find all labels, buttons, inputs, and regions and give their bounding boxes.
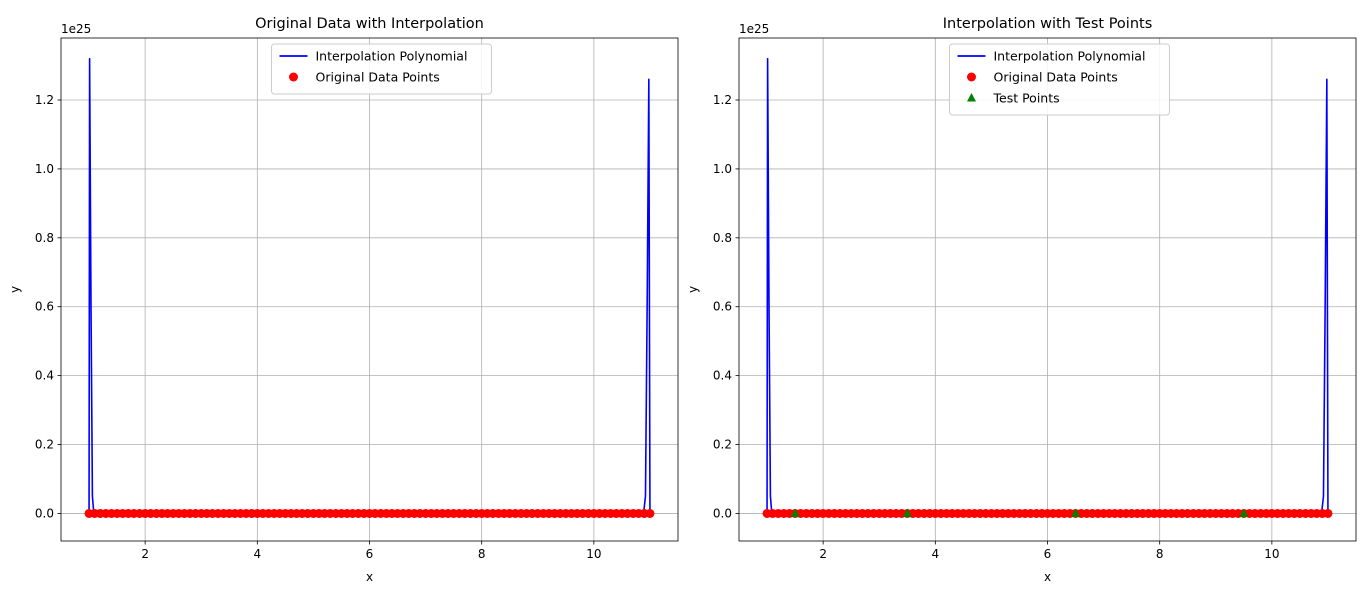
y-offset-label: 1e25 (61, 22, 91, 36)
x-tick-label: 2 (819, 547, 827, 561)
test-point (1239, 508, 1249, 517)
y-tick-label: 1.0 (35, 162, 54, 176)
y-tick-label: 0.4 (713, 369, 732, 383)
legend-circle-swatch (967, 72, 976, 82)
legend-circle-swatch (289, 72, 298, 82)
y-tick-label: 0.8 (35, 231, 54, 245)
y-axis-label: y (8, 286, 22, 293)
plot-area (84, 57, 655, 518)
y-tick-label: 0.2 (35, 438, 54, 452)
x-tick-label: 8 (478, 547, 486, 561)
x-tick-label: 4 (253, 547, 261, 561)
legend-box (949, 43, 1170, 116)
x-tick-label: 6 (1044, 547, 1052, 561)
y-axis-label: y (686, 286, 700, 293)
y-offset-label: 1e25 (739, 22, 769, 36)
x-axis-label: x (1044, 570, 1051, 584)
test-point (902, 508, 912, 517)
y-tick-label: 1.2 (35, 93, 54, 107)
chart-panel-2: 2 4 6 8 10 0.0 0.2 0.4 0.6 0.8 1.0 1.2 1e25 Interpola… (686, 16, 1357, 584)
y-tick-label: 0.6 (35, 300, 54, 314)
y-tick-label: 1.2 (713, 93, 732, 107)
y-tick-label: 0.0 (35, 506, 54, 520)
chart-panel-1: 2 4 6 8 10 0.0 0.2 0.4 0.6 0.8 1.0 1.2 1e25 Original … (8, 16, 679, 584)
y-tick-label: 0.0 (713, 506, 732, 520)
y-tick-label: 0.6 (713, 300, 732, 314)
y-tick-label: 0.4 (35, 369, 54, 383)
legend-label: Interpolation Polynomial (994, 49, 1146, 64)
plot-area (762, 57, 1333, 518)
x-tick-label: 10 (1264, 547, 1279, 561)
test-point (1071, 508, 1081, 517)
legend-label: Interpolation Polynomial (316, 49, 468, 64)
y-tick-label: 0.8 (713, 231, 732, 245)
x-tick-label: 4 (931, 547, 939, 561)
x-tick-label: 8 (1156, 547, 1164, 561)
legend: Interpolation Polynomial Original Data Po… (271, 43, 492, 95)
data-point (645, 508, 655, 518)
x-tick-label: 6 (366, 547, 374, 561)
y-tick-label: 0.2 (713, 438, 732, 452)
chart-title: Interpolation with Test Points (943, 16, 1153, 32)
x-tick-label: 10 (586, 547, 601, 561)
legend: Interpolation Polynomial Original Data Po… (949, 43, 1170, 116)
legend-label: Original Data Points (994, 70, 1118, 85)
legend-label: Original Data Points (316, 70, 440, 85)
x-tick-label: 2 (141, 547, 149, 561)
legend-box (271, 43, 492, 95)
test-point (790, 508, 800, 517)
y-tick-label: 1.0 (713, 162, 732, 176)
x-axis-label: x (366, 570, 373, 584)
legend-label: Test Points (993, 91, 1060, 106)
data-point (1323, 508, 1333, 518)
chart-title: Original Data with Interpolation (255, 16, 484, 32)
legend-triangle-swatch (967, 93, 976, 102)
